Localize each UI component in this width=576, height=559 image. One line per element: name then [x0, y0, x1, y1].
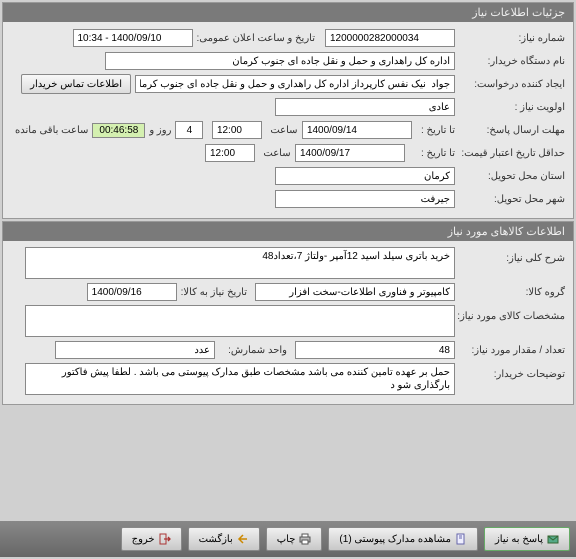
- attachments-button[interactable]: مشاهده مدارک پیوستی (1): [328, 527, 478, 551]
- price-valid-time-field[interactable]: [205, 144, 255, 162]
- need-date-label: تاریخ نیاز به کالا:: [177, 287, 255, 298]
- back-label: بازگشت: [199, 534, 233, 545]
- print-button[interactable]: چاپ: [266, 527, 323, 551]
- spec-field[interactable]: [25, 305, 455, 337]
- deadline-time-field[interactable]: [212, 121, 262, 139]
- qty-field[interactable]: [295, 341, 455, 359]
- need-number-field[interactable]: [325, 29, 455, 47]
- time-label-1: ساعت: [262, 125, 302, 136]
- desc-label: شرح کلی نیاز:: [455, 247, 565, 264]
- deadline-label: مهلت ارسال پاسخ:: [455, 125, 565, 136]
- time-label-2: ساعت: [255, 148, 295, 159]
- goods-header: اطلاعات کالاهای مورد نیاز: [3, 222, 573, 241]
- print-icon: [299, 533, 311, 545]
- qty-label: تعداد / مقدار مورد نیاز:: [455, 345, 565, 356]
- days-count-field[interactable]: [175, 121, 203, 139]
- priority-label: اولویت نیاز :: [455, 102, 565, 113]
- announce-label: تاریخ و ساعت اعلان عمومی:: [193, 33, 326, 44]
- exit-button[interactable]: خروج: [121, 527, 182, 551]
- price-valid-date-field[interactable]: [295, 144, 405, 162]
- spec-label: مشخصات کالای مورد نیاز:: [455, 305, 565, 322]
- reply-button[interactable]: پاسخ به نیاز: [484, 527, 570, 551]
- priority-field[interactable]: [275, 98, 455, 116]
- announce-field[interactable]: [73, 29, 193, 47]
- goods-panel: اطلاعات کالاهای مورد نیاز شرح کلی نیاز: …: [2, 221, 574, 405]
- price-valid-label: حداقل تاریخ اعتبار قیمت:: [455, 148, 565, 159]
- need-info-panel: جزئیات اطلاعات نیاز شماره نیاز: تاریخ و …: [2, 2, 574, 219]
- city-label: شهر محل تحویل:: [455, 194, 565, 205]
- exit-label: خروج: [132, 534, 155, 545]
- province-field[interactable]: [275, 167, 455, 185]
- desc-field[interactable]: خرید باتری سیلد اسید 12آمپر -ولتاژ 7،تعد…: [25, 247, 455, 279]
- city-field[interactable]: [275, 190, 455, 208]
- buyer-notes-label: توضیحات خریدار:: [455, 363, 565, 380]
- need-number-label: شماره نیاز:: [455, 33, 565, 44]
- group-field[interactable]: [255, 283, 455, 301]
- creator-label: ایجاد کننده درخواست:: [455, 79, 565, 90]
- need-date-field[interactable]: [87, 283, 177, 301]
- goods-body: شرح کلی نیاز: خرید باتری سیلد اسید 12آمپ…: [3, 241, 573, 404]
- print-label: چاپ: [277, 534, 296, 545]
- creator-field[interactable]: [135, 75, 455, 93]
- province-label: استان محل تحویل:: [455, 171, 565, 182]
- buyer-org-label: نام دستگاه خریدار:: [455, 56, 565, 67]
- buyer-org-field[interactable]: [105, 52, 455, 70]
- group-label: گروه کالا:: [455, 287, 565, 298]
- remaining-label: ساعت باقی مانده: [11, 125, 92, 136]
- need-info-body: شماره نیاز: تاریخ و ساعت اعلان عمومی: نا…: [3, 22, 573, 218]
- unit-field[interactable]: [55, 341, 215, 359]
- unit-label: واحد شمارش:: [215, 345, 295, 356]
- buyer-notes-field[interactable]: حمل بر عهده تامین کننده می باشد مشخصات ط…: [25, 363, 455, 395]
- back-icon: [237, 533, 249, 545]
- countdown-display: 00:46:58: [92, 123, 145, 138]
- attachments-label: مشاهده مدارک پیوستی (1): [339, 534, 451, 545]
- to-date-label-1: تا تاریخ :: [412, 125, 455, 136]
- footer-toolbar: پاسخ به نیاز مشاهده مدارک پیوستی (1) چاپ…: [0, 521, 576, 557]
- deadline-date-field[interactable]: [302, 121, 412, 139]
- days-and-label: روز و: [145, 125, 175, 136]
- reply-label: پاسخ به نیاز: [495, 534, 543, 545]
- buyer-contact-button[interactable]: اطلاعات تماس خریدار: [21, 74, 131, 94]
- need-info-header: جزئیات اطلاعات نیاز: [3, 3, 573, 22]
- back-button[interactable]: بازگشت: [188, 527, 260, 551]
- to-date-label-2: تا تاریخ :: [405, 148, 455, 159]
- reply-icon: [547, 533, 559, 545]
- attachment-icon: [455, 533, 467, 545]
- exit-icon: [159, 533, 171, 545]
